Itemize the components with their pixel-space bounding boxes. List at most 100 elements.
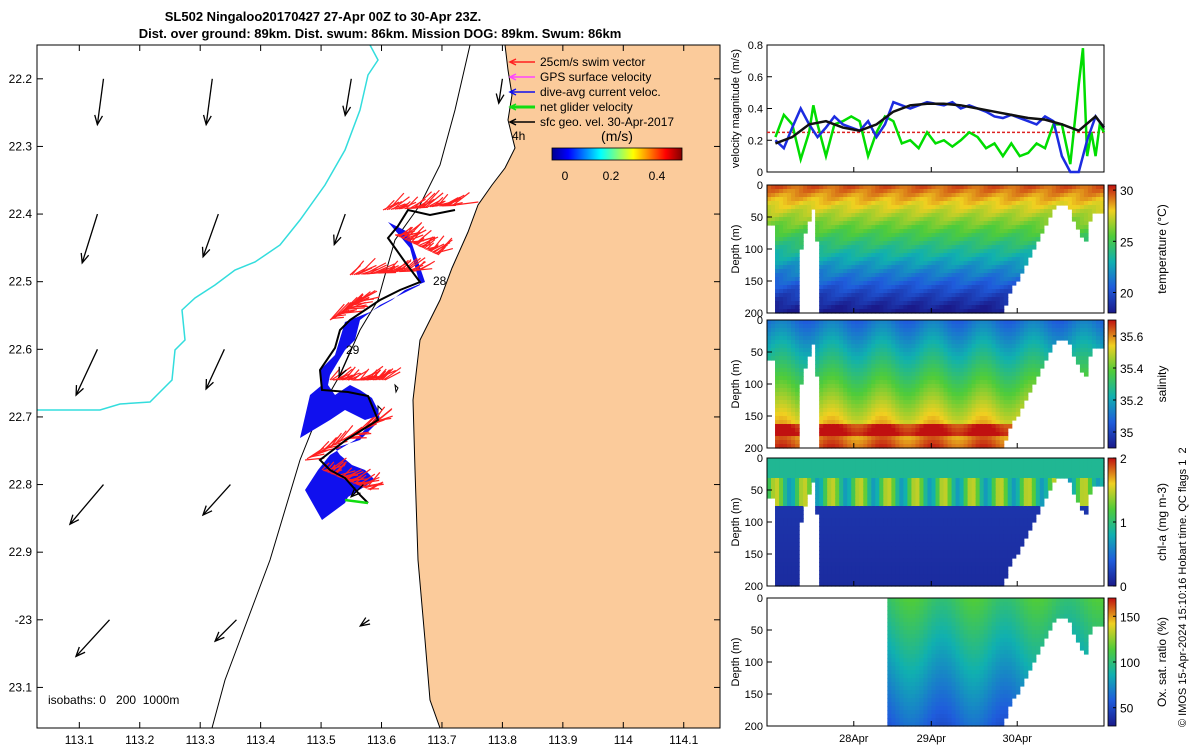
heatmap-cell: [803, 352, 808, 357]
heatmap-cell: [907, 336, 913, 341]
heatmap-cell: [851, 293, 856, 298]
heatmap-cell: [991, 368, 997, 373]
heatmap-cell: [855, 241, 860, 246]
heatmap-cell: [883, 332, 888, 337]
heatmap-cell: [895, 277, 900, 282]
heatmap-cell: [931, 257, 937, 262]
heatmap-cell: [847, 229, 852, 234]
heatmap-cell: [843, 309, 848, 314]
heatmap-cell: [943, 320, 949, 325]
heatmap-cell: [959, 356, 965, 361]
heatmap-cell: [951, 420, 957, 425]
heatmap-cell: [835, 205, 840, 210]
heatmap-cell: [919, 428, 925, 433]
heatmap-cell: [1087, 209, 1093, 214]
heatmap-cell: [775, 297, 780, 302]
heatmap-cell: [1059, 185, 1065, 190]
heatmap-cell: [935, 340, 941, 345]
heatmap-cell: [867, 396, 872, 401]
heatmap-cell: [999, 424, 1005, 429]
heatmap-cell: [999, 293, 1005, 298]
heatmap-cell: [883, 245, 888, 250]
heatmap-cell: [855, 309, 860, 314]
heatmap-cell: [891, 368, 896, 373]
heatmap-cell: [907, 261, 913, 266]
heatmap-cell: [775, 305, 780, 310]
heatmap-cell: [903, 245, 909, 250]
heatmap-cell: [831, 332, 836, 337]
heatmap-cell: [895, 305, 900, 310]
heatmap-cell: [1015, 209, 1021, 214]
heatmap-cell: [851, 297, 856, 302]
heatmap-cell: [795, 265, 800, 270]
heatmap-cell: [959, 408, 965, 413]
heatmap-cell: [859, 416, 864, 421]
heatmap-cell: [947, 376, 953, 381]
heatmap-cell: [967, 185, 973, 190]
colorbar-tick-label: 30: [1120, 184, 1134, 198]
heatmap-cell: [839, 229, 844, 234]
geo-vector: [338, 349, 352, 378]
heatmap-cell: [887, 261, 892, 266]
heatmap-cell: [819, 249, 824, 254]
heatmap-cell: [855, 269, 860, 274]
heatmap-cell: [783, 490, 788, 495]
heatmap-cell: [819, 372, 824, 377]
heatmap-cell: [883, 185, 888, 190]
heatmap-cell: [963, 320, 969, 325]
heatmap-cell: [923, 412, 929, 417]
heatmap-cell: [1079, 368, 1085, 373]
heatmap-cell: [827, 364, 832, 369]
heatmap-cell: [1075, 352, 1081, 357]
heatmap-cell: [887, 305, 892, 310]
heatmap-cell: [879, 185, 884, 190]
heatmap-cell: [955, 372, 961, 377]
heatmap-cell: [919, 301, 925, 306]
heatmap-cell: [951, 305, 957, 310]
heatmap-cell: [923, 221, 929, 226]
heatmap-cell: [791, 510, 796, 515]
heatmap-cell: [955, 380, 961, 385]
heatmap-cell: [1099, 205, 1105, 210]
heatmap-cell: [999, 269, 1005, 274]
heatmap-cell: [787, 237, 792, 242]
heatmap-cell: [983, 289, 989, 294]
heatmap-cell: [783, 542, 788, 547]
heatmap-cell: [875, 241, 880, 246]
heatmap-cell: [883, 440, 888, 445]
heatmap-cell: [863, 424, 868, 429]
heatmap-cell: [995, 376, 1001, 381]
heatmap-cell: [827, 404, 832, 409]
heatmap-cell: [795, 241, 800, 246]
heatmap-cell: [903, 408, 909, 413]
heatmap-cell: [991, 436, 997, 441]
heatmap-cell: [787, 229, 792, 234]
heatmap-cell: [899, 249, 905, 254]
heatmap-cell: [851, 360, 856, 365]
heatmap-cell: [1051, 340, 1057, 345]
heatmap-cell: [775, 249, 780, 254]
heatmap-cell: [979, 285, 985, 290]
heatmap-cell: [999, 440, 1005, 445]
heatmap-cell: [795, 396, 800, 401]
heatmap-cell: [955, 241, 961, 246]
heatmap-cell: [1007, 257, 1013, 262]
heatmap-cell: [899, 221, 905, 226]
heatmap-cell: [787, 506, 792, 511]
heatmap-cell: [967, 400, 973, 405]
heatmap-cell: [1015, 197, 1021, 202]
heatmap-cell: [899, 420, 905, 425]
heatmap-cell: [983, 328, 989, 333]
heatmap-cell: [855, 372, 860, 377]
heatmap-cell: [779, 534, 784, 539]
heatmap-cell: [971, 281, 977, 286]
heatmap-cell: [1027, 237, 1033, 242]
heatmap-cell: [799, 502, 804, 507]
heatmap-cell: [791, 384, 796, 389]
heatmap-cell: [879, 408, 884, 413]
heatmap-cell: [911, 444, 917, 449]
heatmap-cell: [803, 348, 808, 353]
heatmap-cell: [807, 474, 812, 479]
heatmap-cell: [1015, 372, 1021, 377]
